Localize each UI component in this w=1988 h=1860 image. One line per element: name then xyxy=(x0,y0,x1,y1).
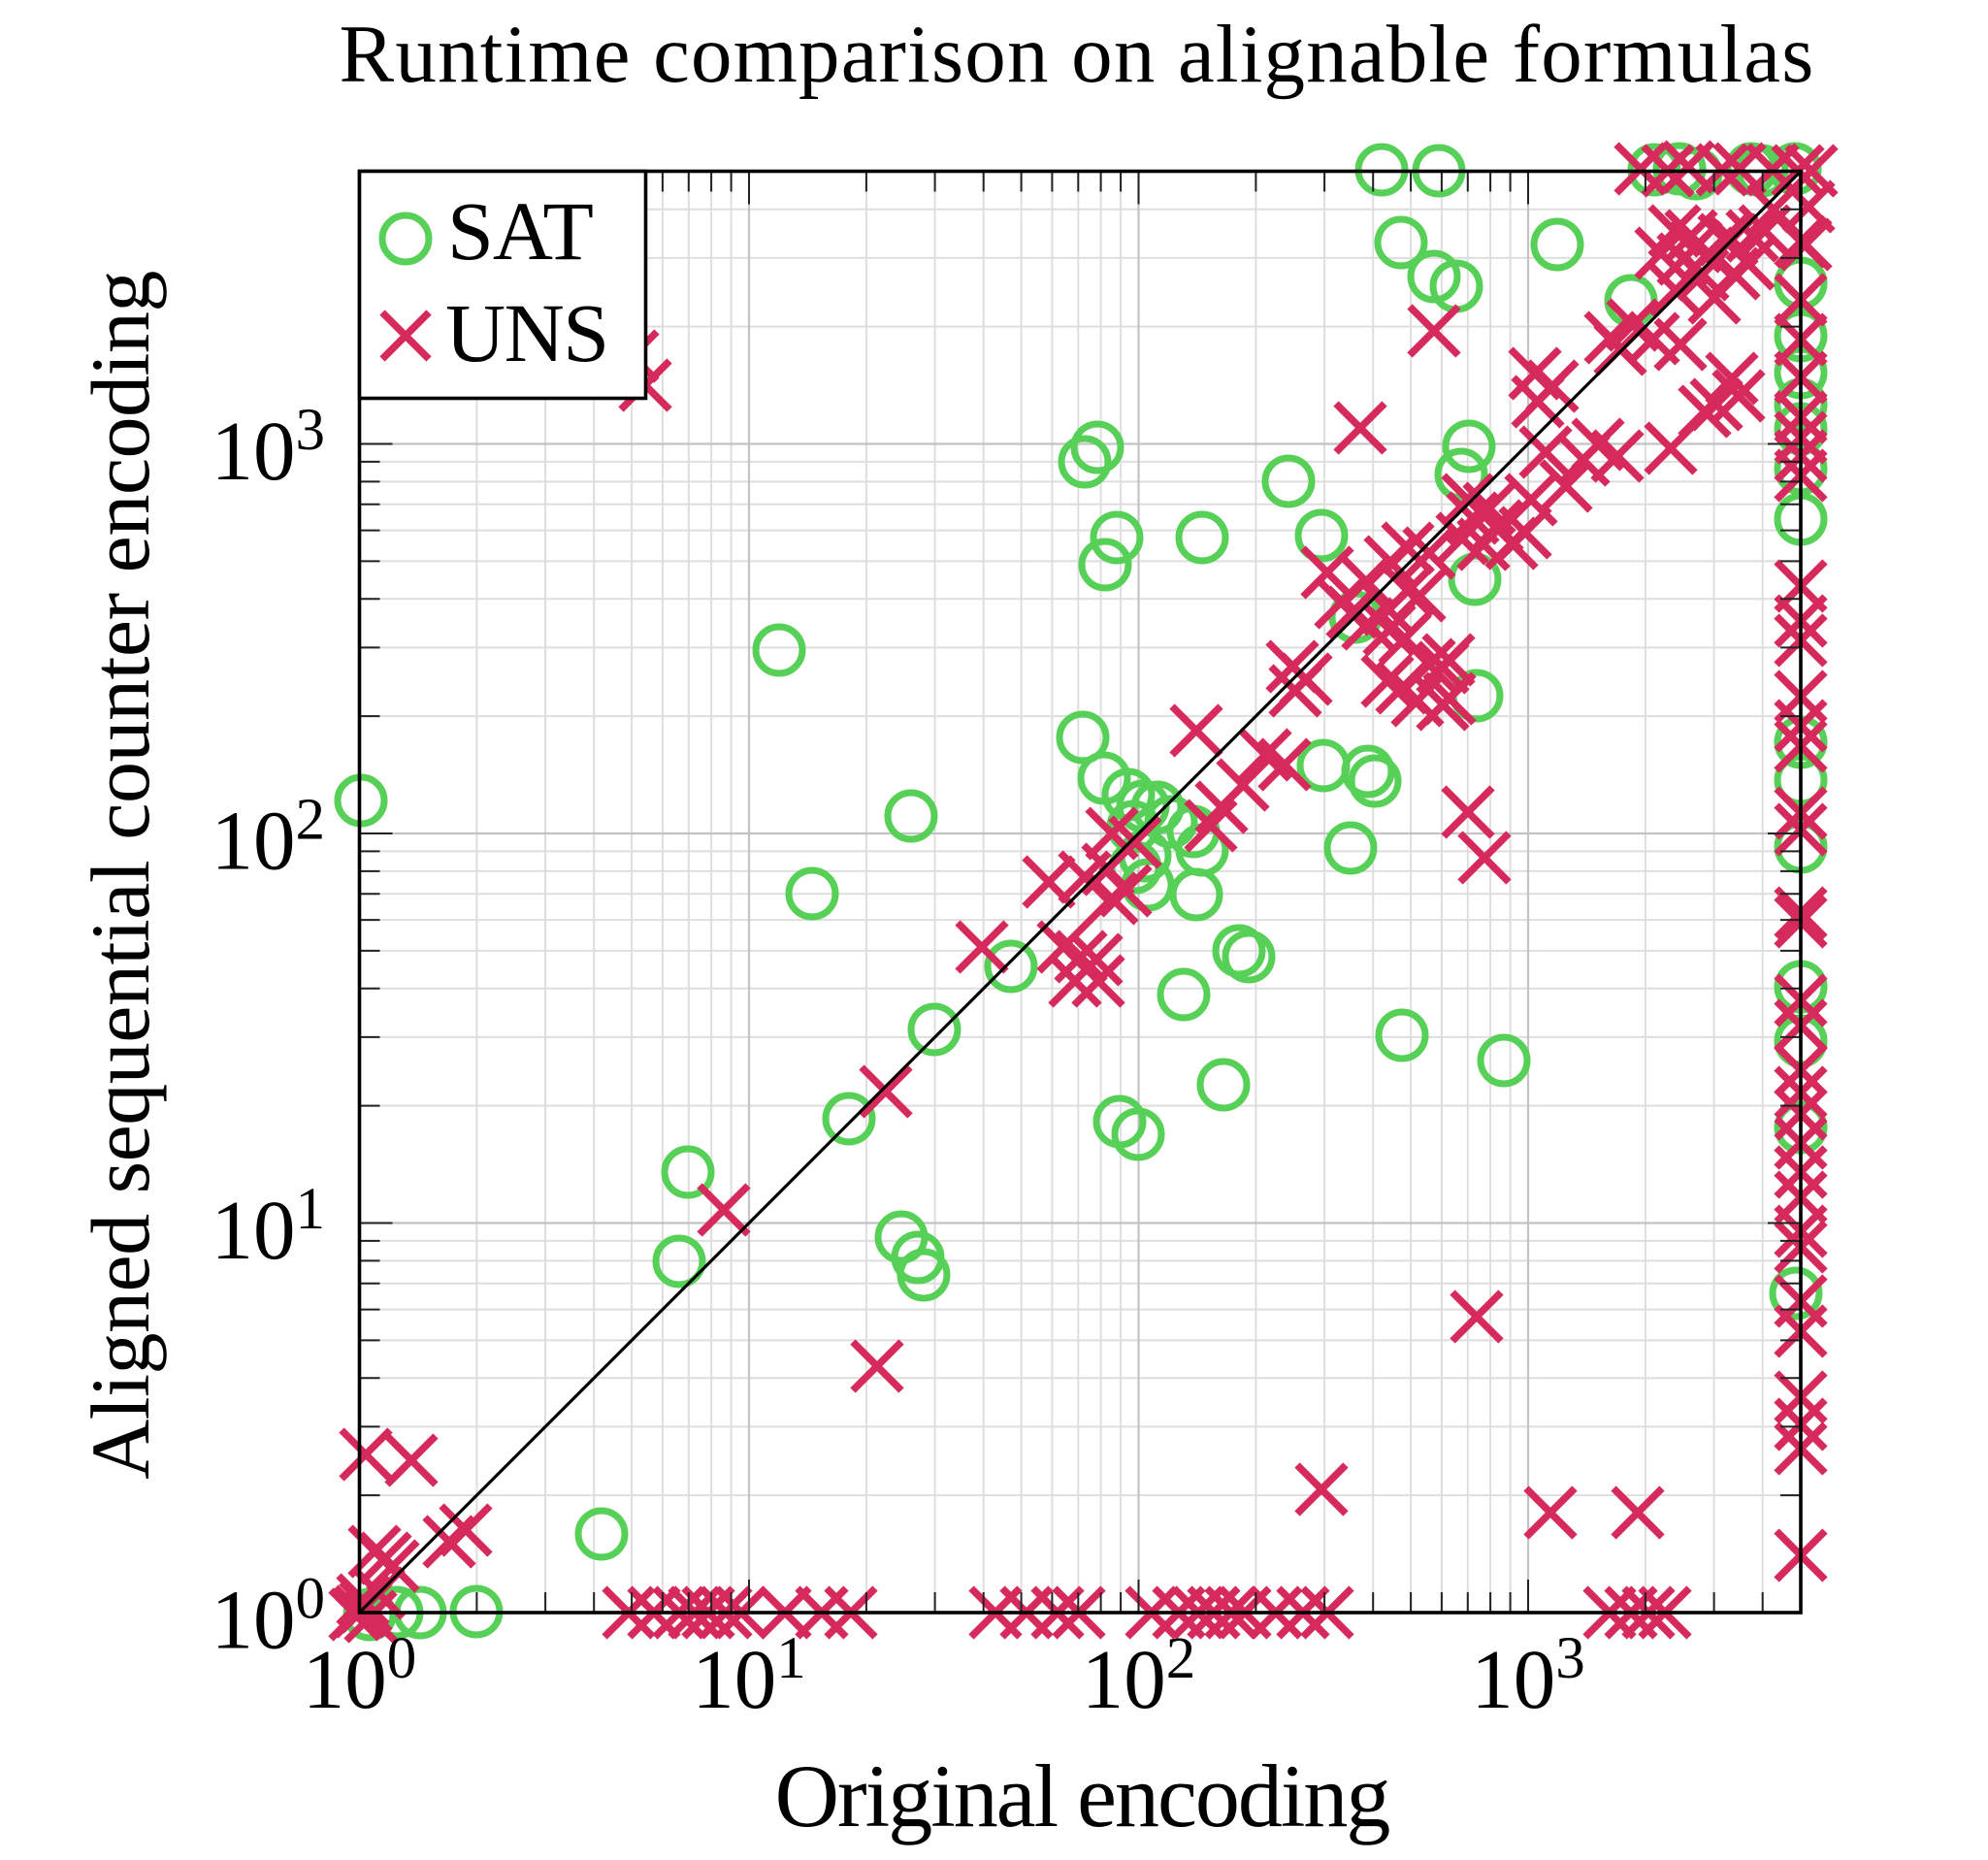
svg-text:SAT: SAT xyxy=(447,184,593,277)
svg-text:Runtime comparison on alignabl: Runtime comparison on alignable formulas xyxy=(339,9,1814,100)
svg-text:UNS: UNS xyxy=(445,286,608,379)
svg-text:101: 101 xyxy=(212,1177,326,1277)
svg-text:101: 101 xyxy=(692,1626,806,1726)
svg-text:Aligned sequential counter enc: Aligned sequential counter encoding xyxy=(74,271,167,1480)
svg-text:Original encoding: Original encoding xyxy=(775,1746,1390,1845)
svg-text:102: 102 xyxy=(212,788,326,888)
